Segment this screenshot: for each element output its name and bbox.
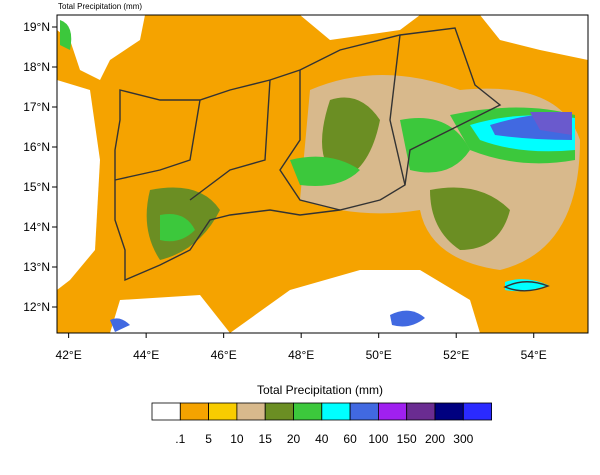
lon-tick-label: 52°E bbox=[443, 348, 469, 362]
colorbar-label: 15 bbox=[259, 432, 273, 446]
colorbar-label: 40 bbox=[315, 432, 329, 446]
lon-tick-label: 48°E bbox=[288, 348, 314, 362]
colorbar-label: 200 bbox=[425, 432, 445, 446]
colorbar-label: 5 bbox=[205, 432, 212, 446]
colorbar-label: 100 bbox=[368, 432, 388, 446]
colorbar-label: 10 bbox=[230, 432, 244, 446]
colorbar-label: 300 bbox=[453, 432, 473, 446]
lat-tick-label: 19°N bbox=[23, 20, 50, 34]
colorbar-box bbox=[406, 402, 436, 421]
colorbar-box bbox=[151, 402, 181, 421]
colorbar-label: 20 bbox=[287, 432, 301, 446]
lon-tick-label: 42°E bbox=[56, 348, 82, 362]
precip-field bbox=[57, 15, 588, 333]
lat-tick-label: 15°N bbox=[23, 180, 50, 194]
colorbar-box bbox=[236, 402, 266, 421]
colorbar-box bbox=[434, 402, 464, 421]
colorbar-label: 150 bbox=[397, 432, 417, 446]
colorbar-box bbox=[349, 402, 379, 421]
lat-tick-label: 18°N bbox=[23, 60, 50, 74]
colorbar-label: .1 bbox=[175, 432, 185, 446]
borders bbox=[114, 27, 550, 292]
colorbar-label: 60 bbox=[343, 432, 357, 446]
colorbar-title: Total Precipitation (mm) bbox=[257, 383, 383, 397]
lon-tick-label: 50°E bbox=[366, 348, 392, 362]
colorbar-box bbox=[462, 402, 492, 421]
lon-tick-label: 54°E bbox=[521, 348, 547, 362]
colorbar-box bbox=[179, 402, 210, 421]
lon-tick-label: 46°E bbox=[211, 348, 237, 362]
lat-tick-label: 14°N bbox=[23, 220, 50, 234]
colorbar-box bbox=[264, 402, 294, 421]
lon-tick-label: 44°E bbox=[133, 348, 159, 362]
lat-tick-label: 12°N bbox=[23, 300, 50, 314]
map-title: Total Precipitation (mm) bbox=[58, 2, 142, 11]
colorbar-box bbox=[293, 402, 323, 421]
map-frame bbox=[56, 14, 589, 334]
colorbar-box bbox=[321, 402, 351, 421]
lat-tick-label: 17°N bbox=[23, 100, 50, 114]
colorbar-box bbox=[377, 402, 408, 421]
lat-tick-label: 16°N bbox=[23, 140, 50, 154]
lat-tick-label: 13°N bbox=[23, 260, 50, 274]
colorbar-box bbox=[208, 402, 238, 421]
